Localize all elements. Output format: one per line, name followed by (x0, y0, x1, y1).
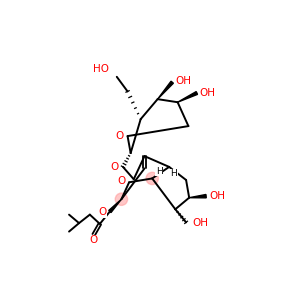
Text: OH: OH (200, 88, 216, 98)
Polygon shape (158, 81, 173, 99)
Polygon shape (178, 92, 197, 102)
Text: OH: OH (192, 218, 208, 228)
Text: O: O (117, 176, 125, 186)
Polygon shape (189, 194, 206, 198)
Text: O: O (98, 207, 107, 217)
Text: O: O (90, 235, 98, 245)
Text: O: O (116, 131, 124, 141)
Text: O: O (111, 162, 119, 172)
Circle shape (146, 172, 158, 184)
Text: H: H (156, 167, 163, 176)
Polygon shape (109, 199, 122, 213)
Text: H: H (170, 169, 177, 178)
Text: OH: OH (175, 76, 191, 86)
Circle shape (115, 193, 128, 206)
Text: OH: OH (209, 191, 225, 201)
Text: HO: HO (93, 64, 109, 74)
